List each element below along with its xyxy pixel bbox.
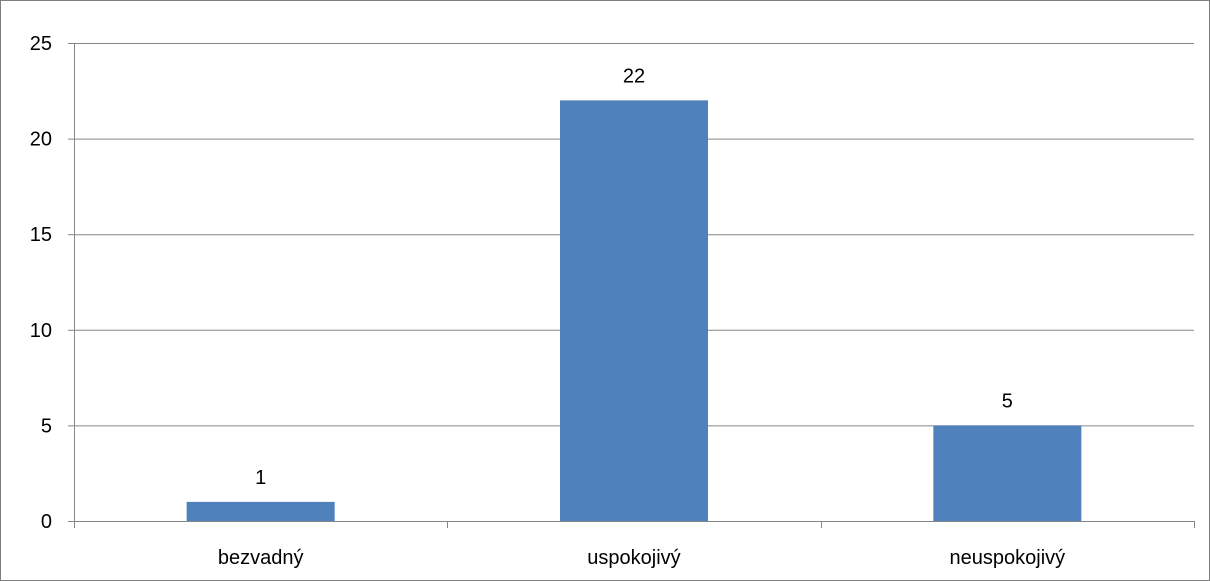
x-tick-label: neuspokojivý	[950, 547, 1066, 569]
data-label: 5	[1002, 390, 1013, 412]
bars	[186, 100, 1082, 522]
y-axis-tick-labels: 0 5 10 15 20 25	[30, 33, 52, 533]
bar-1	[560, 100, 708, 522]
x-tick-label: uspokojivý	[587, 547, 680, 569]
x-tick-label: bezvadný	[218, 547, 304, 569]
bar-0	[186, 501, 335, 521]
y-tick-label: 25	[30, 33, 52, 55]
data-label: 22	[623, 65, 645, 87]
data-labels: 1 22 5	[255, 65, 1013, 489]
y-tick-label: 0	[41, 511, 52, 533]
y-tick-label: 5	[41, 415, 52, 437]
y-tick-label: 10	[30, 320, 52, 342]
axes	[68, 43, 1195, 528]
bar-2	[933, 425, 1082, 521]
y-tick-label: 20	[30, 129, 52, 151]
x-axis-tick-labels: bezvadný uspokojivý neuspokojivý	[218, 547, 1065, 569]
y-tick-label: 15	[30, 224, 52, 246]
data-label: 1	[255, 467, 266, 489]
